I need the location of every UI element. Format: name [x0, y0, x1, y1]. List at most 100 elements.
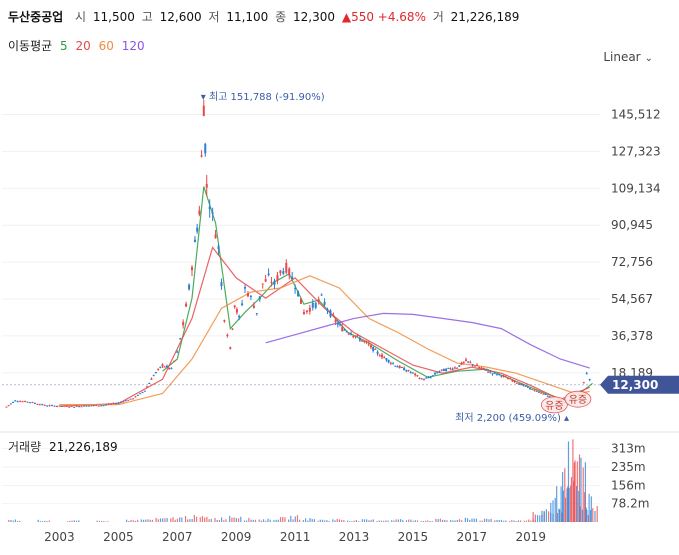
candle-body — [489, 371, 492, 373]
volume-bar — [304, 518, 307, 522]
volume-bar — [100, 520, 103, 522]
candle-body — [114, 403, 117, 405]
scale-selector[interactable]: Linear ⌄ — [603, 50, 653, 64]
candle-body — [170, 367, 173, 369]
volume-bar — [431, 521, 433, 522]
x-tick-label: 2013 — [339, 530, 370, 544]
volume-bar — [578, 454, 581, 522]
candle-body — [75, 405, 78, 407]
volume-bar — [246, 520, 248, 522]
ma-5: 5 — [60, 39, 68, 53]
candle-body — [458, 365, 461, 367]
volume-bar — [534, 514, 536, 522]
volume-bar — [532, 519, 534, 522]
chart-markers: ▾ 최고 151,788 (-91.90%) 최저 2,200 (459.09%)… — [2, 91, 679, 424]
volume-bar — [541, 510, 543, 522]
volume-bar — [435, 518, 437, 522]
volume-bar — [170, 518, 172, 522]
volume-bar — [584, 462, 587, 522]
candle-body — [334, 319, 337, 322]
candle-body — [157, 368, 160, 370]
price-candles — [5, 99, 591, 408]
volume-bar — [75, 520, 78, 522]
volume-bar — [378, 520, 380, 522]
volume-bar — [539, 515, 541, 522]
candle-body — [205, 183, 208, 188]
candle-body — [398, 365, 401, 368]
candle-body — [484, 369, 487, 371]
ma-line-60 — [59, 275, 590, 406]
candle-body — [436, 372, 439, 374]
candle-body — [522, 384, 525, 386]
volume-bar — [393, 520, 395, 522]
candle-body — [559, 400, 562, 402]
volume-bar — [321, 519, 324, 522]
ma-line-5 — [162, 186, 593, 403]
volume-bar — [248, 517, 250, 522]
y-tick-label: 145,512 — [611, 108, 661, 122]
candle-body — [500, 375, 503, 377]
volume-bar — [395, 519, 397, 522]
candle-body — [176, 351, 179, 353]
candle-body — [529, 387, 532, 390]
candle-body — [112, 402, 115, 404]
candle-body — [440, 369, 443, 371]
volume-bar — [567, 441, 570, 522]
volume-bar — [361, 519, 363, 522]
volume-bar — [461, 520, 463, 522]
candle-body — [414, 373, 417, 376]
candle-body — [244, 287, 247, 289]
candle-body — [193, 239, 196, 243]
volume-bar — [159, 518, 162, 522]
volume-bar — [157, 519, 159, 522]
volume-bar — [528, 519, 530, 522]
volume-bar — [397, 519, 399, 522]
volume-bar — [592, 508, 594, 522]
volume-bar — [294, 516, 296, 522]
ma-line-120 — [265, 312, 590, 369]
y-tick-label: 72,756 — [611, 255, 653, 269]
volume-bar — [252, 519, 254, 522]
volume-bar — [573, 462, 575, 522]
volume-bar — [564, 497, 567, 522]
candle-body — [571, 401, 574, 403]
volume-bar — [128, 520, 130, 522]
volume-label: 거 — [432, 10, 444, 24]
volume-bar — [405, 520, 408, 522]
volume-bar — [174, 519, 176, 522]
candle-body — [453, 367, 456, 369]
candle-body — [317, 299, 320, 302]
moving-average-legend[interactable]: 이동평균 5 20 60 120 — [8, 37, 149, 54]
candle-body — [374, 348, 377, 350]
candle-body — [358, 338, 361, 341]
volume-bar — [456, 519, 458, 522]
volume-bar — [46, 520, 48, 522]
candle-body — [350, 333, 353, 335]
volume-bar — [130, 519, 132, 522]
low-marker-label: 최저 2,200 (459.09%) ▴ — [455, 412, 569, 424]
candle-body — [5, 406, 8, 408]
high-value: 12,600 — [159, 10, 202, 24]
volume-bar — [543, 510, 545, 522]
stock-header: 두산중공업 시 11,500 고 12,600 저 11,100 종 12,30… — [8, 8, 522, 26]
candle-body — [323, 301, 326, 305]
volume-panel-label: 거래량 — [8, 440, 42, 454]
volume-bar — [134, 520, 137, 522]
candle-body — [63, 405, 66, 407]
candle-body — [78, 406, 81, 408]
volume-bar — [299, 519, 301, 522]
x-tick-label: 2015 — [398, 530, 429, 544]
volume-bar — [98, 520, 100, 522]
candle-body — [9, 403, 12, 405]
volume-bar — [96, 520, 98, 522]
volume-panel-value: 21,226,189 — [48, 440, 118, 454]
candle-body — [241, 303, 244, 306]
volume-bar — [107, 521, 109, 522]
volume-bar — [166, 518, 168, 522]
candle-body — [73, 406, 76, 408]
volume-bar — [560, 486, 562, 522]
candle-body — [471, 364, 474, 366]
volume-bar — [343, 520, 345, 522]
candle-body — [365, 341, 368, 343]
candle-body — [188, 284, 191, 290]
